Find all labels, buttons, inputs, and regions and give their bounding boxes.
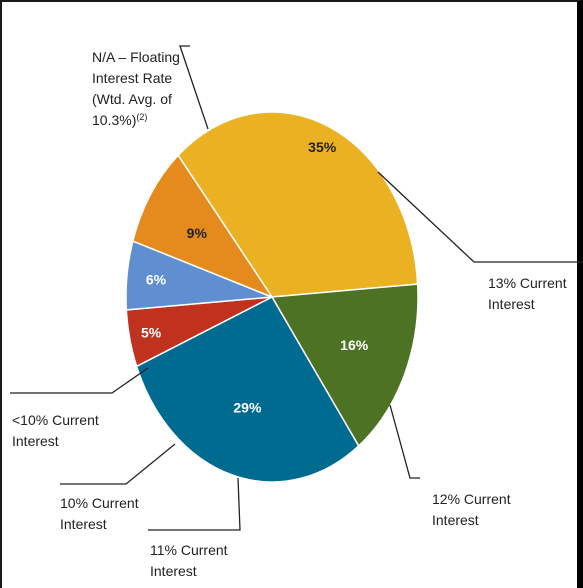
footnote-marker: (2)	[136, 112, 147, 122]
pie-slice	[177, 111, 419, 298]
slice-percent-label: 35%	[308, 139, 337, 155]
leader-line	[10, 367, 149, 394]
slice-percent-label: 6%	[146, 272, 167, 288]
slice-category-label: 12% Current Interest	[432, 491, 511, 528]
leader-line	[148, 477, 241, 531]
slice-category-label: <10% Current Interest	[12, 412, 99, 449]
slice-category-label: 11% Current Interest	[150, 542, 228, 579]
slice-percent-label: 9%	[187, 225, 208, 241]
pie-slice	[270, 283, 419, 448]
slice-category-label: 13% Current Interest	[488, 275, 567, 312]
pie-slice	[135, 296, 360, 483]
slice-percent-label: 5%	[141, 324, 162, 340]
pie-slice	[131, 154, 274, 299]
leader-line	[60, 443, 176, 485]
slice-category-label: 10% Current Interest	[60, 495, 139, 532]
leader-line	[179, 45, 209, 130]
leader-line	[389, 404, 420, 479]
slice-category-label: N/A – Floating Interest Rate (Wtd. Avg. of…	[92, 49, 180, 128]
leader-line	[377, 171, 583, 263]
slice-percent-label: 29%	[233, 399, 262, 415]
slice-percent-label: 16%	[340, 337, 369, 353]
